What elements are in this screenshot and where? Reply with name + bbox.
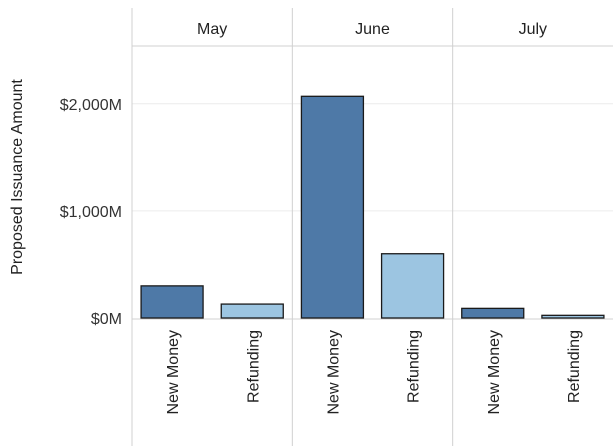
y-tick-label-1000: $1,000M [60,204,122,221]
bar-july-new-money [461,307,525,319]
y-axis-ticks: $0M $1,000M $2,000M [60,97,122,328]
panel-headers: May June July [197,21,547,38]
category-label-july-new-money: New Money [486,330,503,414]
category-label-may-refunding: Refunding [245,330,262,403]
bar-may-new-money [140,285,204,319]
category-label-june-refunding: Refunding [406,330,423,403]
panel-header-july: July [519,21,547,38]
y-tick-label-0: $0M [91,311,122,328]
bar-june-refunding [380,253,445,319]
category-labels: New Money Refunding New Money Refunding New … [165,330,583,414]
bar-may-refunding [220,303,284,319]
y-axis-label: Proposed Issuance Amount [9,79,26,275]
panel-frame [131,8,613,446]
gridlines [132,103,613,212]
panel-header-june: June [355,21,390,38]
bar-july-refunding [541,314,605,319]
category-label-june-new-money: New Money [325,330,342,414]
category-label-may-new-money: New Money [165,330,182,414]
bars [140,95,605,319]
category-label-july-refunding: Refunding [566,330,583,403]
y-tick-label-2000: $2,000M [60,97,122,114]
panel-header-may: May [197,21,227,38]
bar-june-new-money [300,95,365,319]
